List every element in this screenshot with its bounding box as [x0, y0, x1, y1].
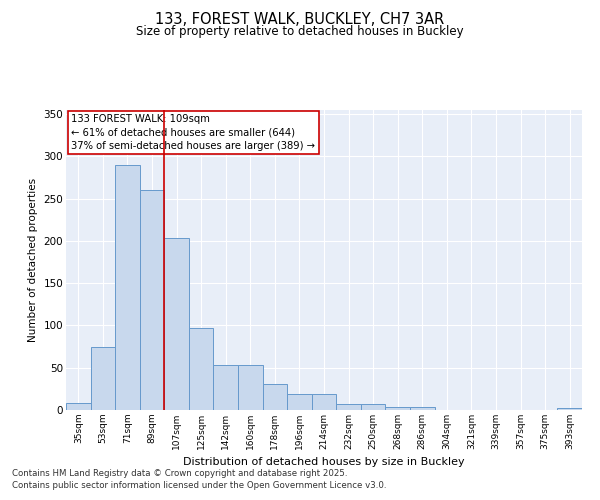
Bar	[557, 408, 582, 410]
X-axis label: Distribution of detached houses by size in Buckley: Distribution of detached houses by size …	[183, 458, 465, 468]
Bar	[238, 365, 263, 410]
Bar	[66, 403, 91, 410]
Text: 133, FOREST WALK, BUCKLEY, CH7 3AR: 133, FOREST WALK, BUCKLEY, CH7 3AR	[155, 12, 445, 28]
Bar	[361, 404, 385, 410]
Bar	[115, 165, 140, 410]
Text: Contains HM Land Registry data © Crown copyright and database right 2025.: Contains HM Land Registry data © Crown c…	[12, 468, 347, 477]
Bar	[312, 394, 336, 410]
Y-axis label: Number of detached properties: Number of detached properties	[28, 178, 38, 342]
Bar	[263, 384, 287, 410]
Bar	[189, 328, 214, 410]
Bar	[287, 394, 312, 410]
Bar	[140, 190, 164, 410]
Bar	[91, 346, 115, 410]
Text: Size of property relative to detached houses in Buckley: Size of property relative to detached ho…	[136, 25, 464, 38]
Bar	[336, 404, 361, 410]
Bar	[164, 238, 189, 410]
Text: 133 FOREST WALK: 109sqm
← 61% of detached houses are smaller (644)
37% of semi-d: 133 FOREST WALK: 109sqm ← 61% of detache…	[71, 114, 315, 151]
Bar	[385, 406, 410, 410]
Text: Contains public sector information licensed under the Open Government Licence v3: Contains public sector information licen…	[12, 481, 386, 490]
Bar	[410, 406, 434, 410]
Bar	[214, 365, 238, 410]
